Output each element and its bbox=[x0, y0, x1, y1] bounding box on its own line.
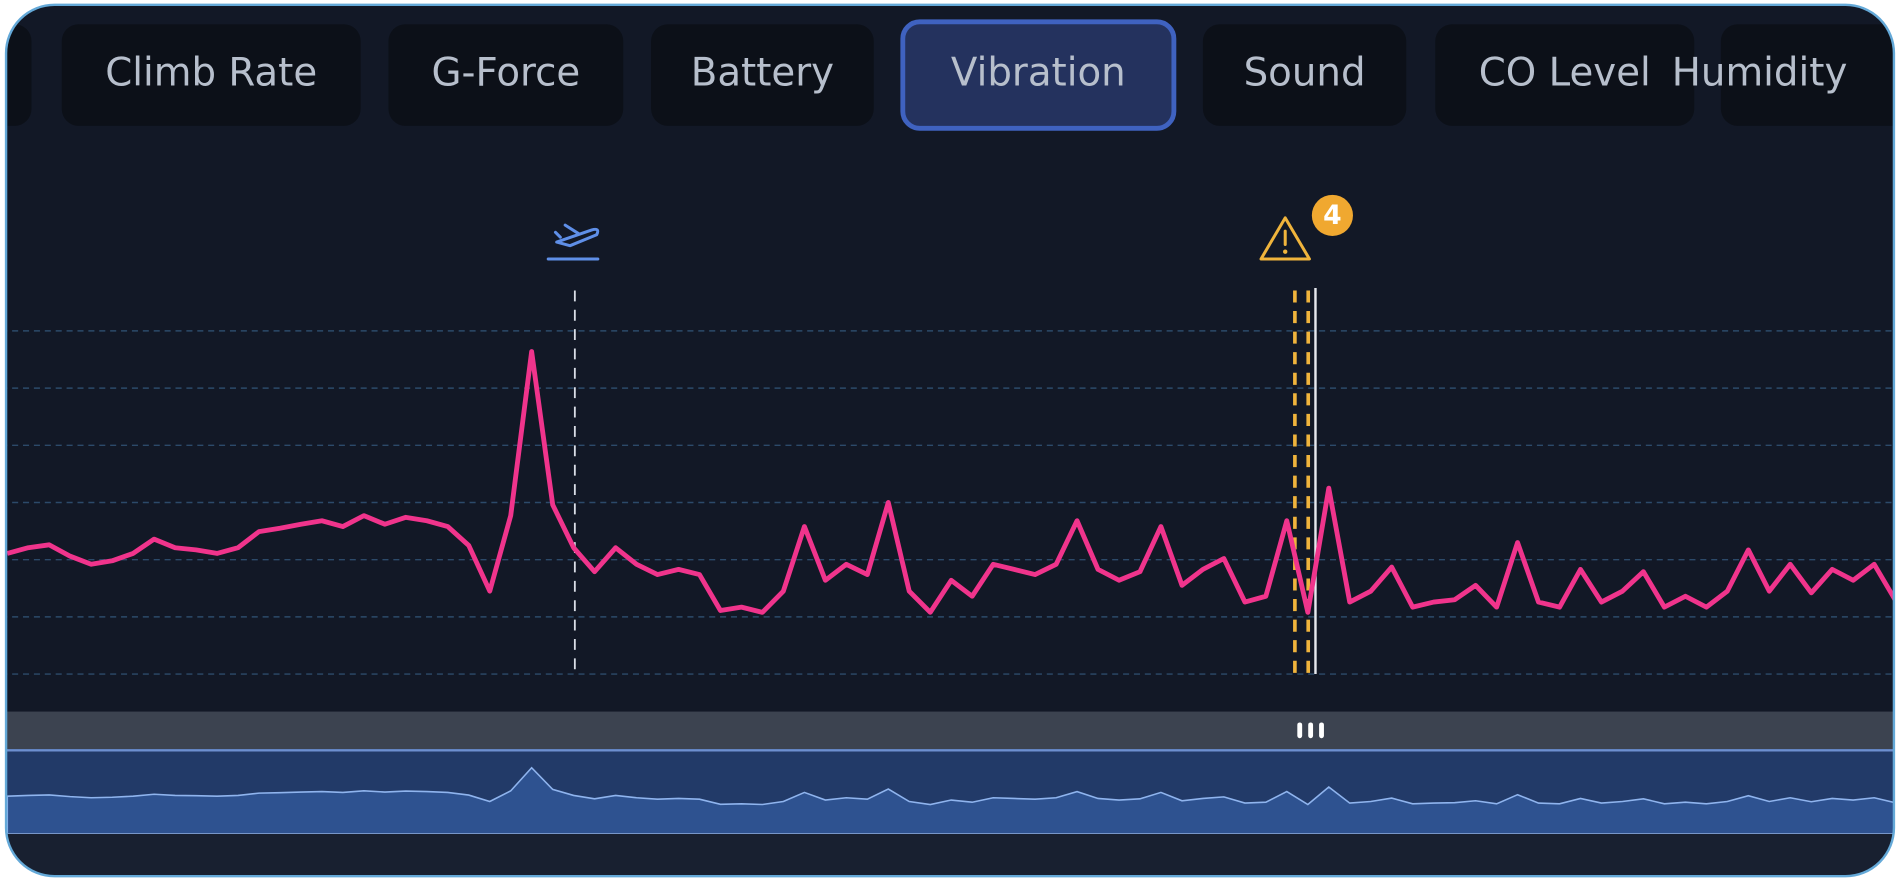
scrollbar bbox=[6, 711, 1894, 750]
tab-background bbox=[1202, 24, 1407, 126]
takeoff-icon[interactable] bbox=[546, 223, 600, 261]
tab-background bbox=[1720, 24, 1894, 126]
grip bbox=[1297, 722, 1303, 739]
grip bbox=[1308, 722, 1314, 739]
tab-label: CO Level bbox=[1479, 51, 1651, 96]
tab-background bbox=[900, 19, 1177, 131]
tab-label: G-Force bbox=[432, 51, 581, 96]
tab[interactable]: Sound bbox=[1202, 24, 1407, 126]
tab[interactable]: Vibration bbox=[900, 19, 1177, 131]
minimap-line bbox=[6, 766, 1894, 835]
frame bbox=[4, 3, 1896, 878]
tab-background bbox=[651, 24, 874, 126]
tab-label: Vibration bbox=[951, 51, 1126, 96]
data-line bbox=[6, 349, 1894, 615]
badge bbox=[1311, 194, 1353, 236]
tab[interactable]: G-Force bbox=[388, 24, 624, 126]
grip bbox=[1319, 722, 1324, 739]
tab-background bbox=[1435, 24, 1695, 126]
exclamation-dot bbox=[1283, 249, 1288, 254]
tab[interactable] bbox=[0, 24, 32, 126]
tab-label: Climb Rate bbox=[105, 51, 317, 96]
tab-label: Sound bbox=[1244, 51, 1366, 96]
triangle bbox=[1259, 216, 1311, 261]
plane bbox=[553, 223, 600, 248]
footer bbox=[6, 833, 1894, 877]
warning-icon[interactable]: 4 bbox=[1259, 194, 1353, 261]
tab[interactable]: Battery bbox=[651, 24, 874, 126]
badge-count: 4 bbox=[1323, 200, 1342, 231]
tab-label: Humidity bbox=[1672, 51, 1848, 96]
tab-label: Battery bbox=[691, 51, 834, 96]
tab[interactable]: CO Level bbox=[1435, 24, 1695, 126]
tab[interactable]: Humidity bbox=[1672, 24, 1900, 126]
scroll-handle[interactable] bbox=[1297, 722, 1324, 739]
tab-background bbox=[388, 24, 624, 126]
tab[interactable]: Climb Rate bbox=[61, 24, 361, 126]
tab-background bbox=[61, 24, 361, 126]
